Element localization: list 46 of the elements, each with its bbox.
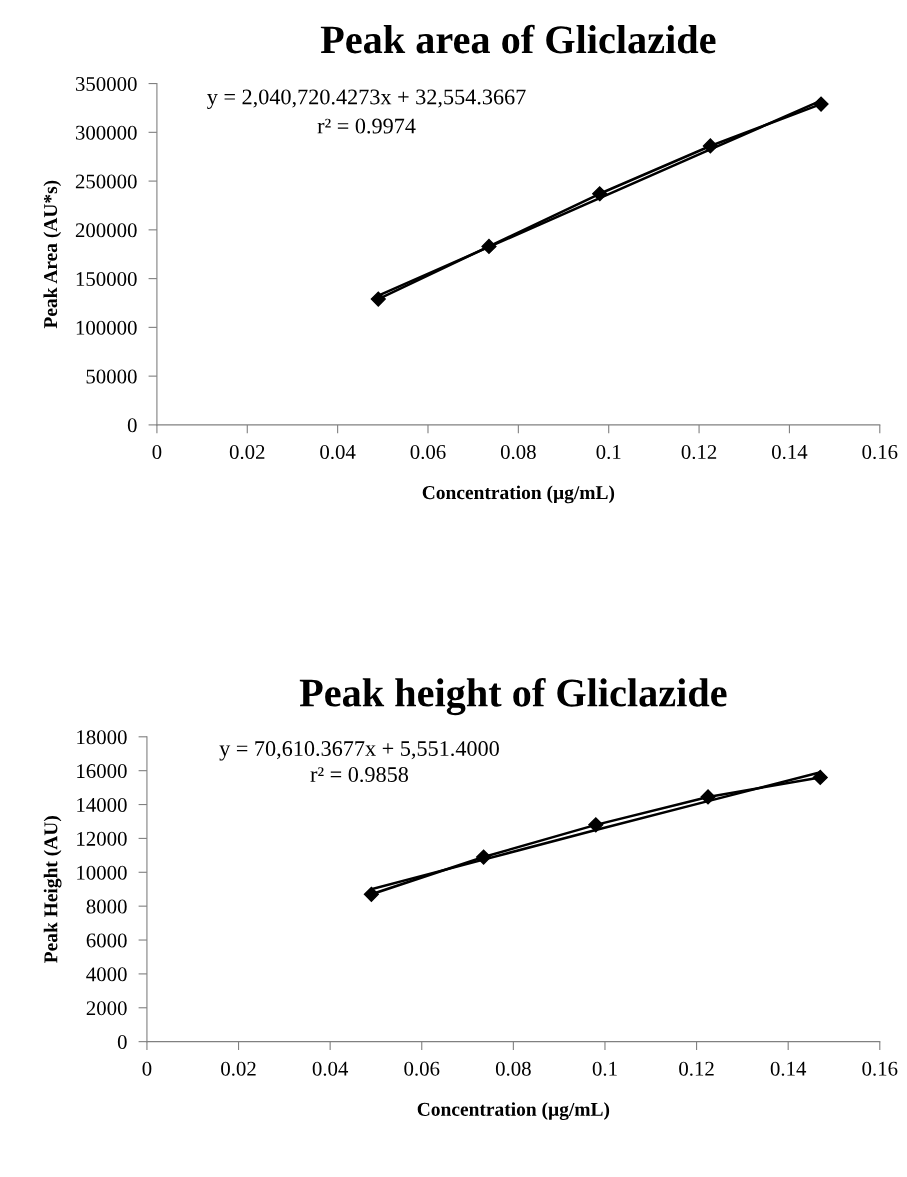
x-tick-label: 0.08 — [495, 1061, 531, 1076]
x-tick-label: 0.12 — [681, 444, 717, 460]
y-tick-label: 300000 — [75, 125, 137, 140]
y-tick-label: 150000 — [76, 271, 137, 287]
y-tick-label: 8000 — [86, 899, 127, 914]
chart-title: Peak height of Gliclazide — [299, 677, 727, 716]
x-axis-title: Concentration (µg/mL) — [417, 1102, 610, 1120]
y-tick-label: 100000 — [76, 320, 137, 335]
y-tick-label: 4000 — [86, 967, 127, 982]
y-tick-label: 6000 — [86, 933, 127, 948]
x-tick-label: 0.06 — [404, 1061, 440, 1076]
x-tick-label: 0.02 — [221, 1061, 256, 1076]
x-tick-label: 0.1 — [596, 444, 621, 460]
x-tick-label: 0.02 — [229, 444, 265, 460]
annotation: r² = 0.9858 — [310, 767, 409, 783]
annotation: r² = 0.9974 — [317, 118, 416, 134]
y-tick-label: 18000 — [77, 730, 127, 745]
y-tick-label: 0 — [127, 418, 137, 433]
y-tick-label: 12000 — [77, 831, 127, 846]
x-tick-label: 0.16 — [862, 1061, 898, 1076]
x-tick-label: 0.08 — [500, 444, 536, 460]
x-tick-label: 0 — [142, 1061, 152, 1076]
x-tick-label: 0.16 — [862, 444, 898, 460]
y-axis-title: Peak Height (AU) — [43, 816, 62, 963]
x-tick-label: 0 — [152, 444, 162, 459]
y-tick-label: 2000 — [86, 1001, 127, 1016]
x-tick-label: 0.12 — [679, 1061, 714, 1076]
annotation: y = 70,610.3677x + 5,551.4000 — [219, 741, 499, 761]
y-tick-label: 200000 — [75, 223, 137, 238]
x-tick-label: 0.04 — [320, 444, 356, 460]
y-tick-label: 16000 — [77, 764, 127, 779]
y-tick-label: 10000 — [77, 865, 127, 880]
x-tick-label: 0.1 — [592, 1061, 617, 1076]
y-tick-label: 250000 — [75, 174, 137, 189]
y-tick-label: 50000 — [86, 369, 137, 384]
y-tick-label: 0 — [117, 1035, 127, 1050]
x-tick-label: 0.14 — [770, 1061, 807, 1076]
annotation: y = 2,040,720.4273x + 32,554.3667 — [207, 89, 526, 109]
y-axis-title: Peak Area (AU*s) — [43, 180, 62, 329]
y-tick-label: 14000 — [77, 797, 127, 812]
x-tick-label: 0.14 — [772, 444, 808, 460]
y-tick-label: 350000 — [75, 76, 137, 91]
x-tick-label: 0.06 — [410, 444, 446, 460]
chart-title: Peak area of Gliclazide — [320, 24, 716, 54]
x-tick-label: 0.04 — [312, 1061, 349, 1076]
x-axis-title: Concentration (µg/mL) — [422, 485, 615, 504]
